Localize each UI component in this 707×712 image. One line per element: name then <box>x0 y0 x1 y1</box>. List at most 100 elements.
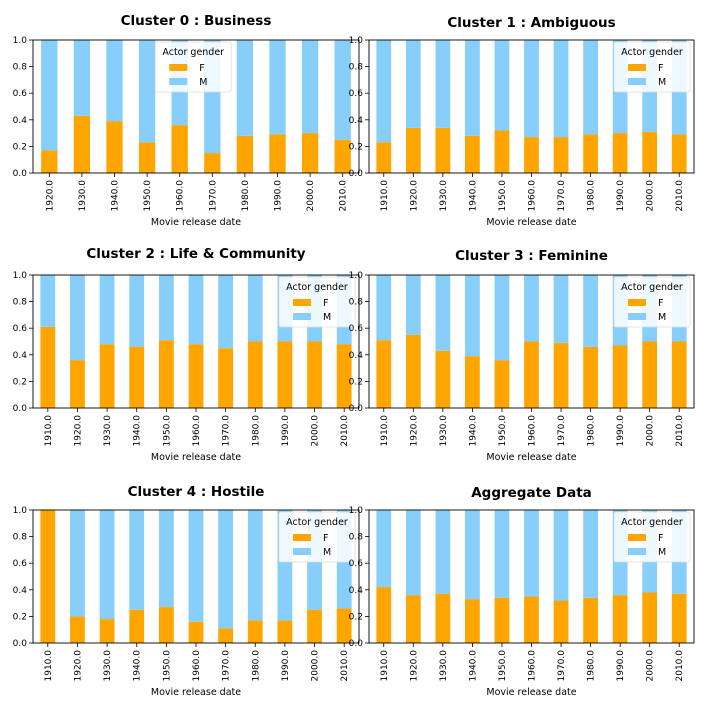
x-tick-label: 2010.0 <box>675 180 685 212</box>
bar-f-1950.0 <box>494 597 510 643</box>
bar-m-1950.0 <box>494 275 510 361</box>
x-tick-label: 1920.0 <box>409 180 419 212</box>
x-tick-label: 2000.0 <box>646 415 656 447</box>
bar-m-1910.0 <box>40 275 56 327</box>
legend: Actor gender FM <box>154 41 232 93</box>
bar-f-1970.0 <box>553 342 569 408</box>
legend: Actor gender FM <box>278 276 356 328</box>
x-tick-label: 1940.0 <box>468 650 478 682</box>
y-tick-label: 0.0 <box>349 404 364 414</box>
legend-label-M: M <box>323 312 331 323</box>
chart-panel-4: Cluster 4 : Hostile 1910.0 1920.0 1930.0 194… <box>13 484 360 698</box>
x-tick-label: 1960.0 <box>176 180 186 212</box>
bar-f-1980.0 <box>583 134 598 173</box>
x-tick-label: 1920.0 <box>45 180 55 212</box>
y-tick-label: 0.6 <box>13 559 28 569</box>
y-tick-label: 0.0 <box>349 169 364 179</box>
x-tick-label: 1960.0 <box>528 415 538 447</box>
bar-m-1980.0 <box>583 510 598 598</box>
bar-m-1920.0 <box>405 40 421 128</box>
legend-swatch-M <box>628 548 646 555</box>
x-tick-label: 1960.0 <box>528 180 538 212</box>
bar-f-2000.0 <box>307 609 322 643</box>
bar-f-1990.0 <box>269 134 286 173</box>
y-tick-label: 0.0 <box>13 169 28 179</box>
legend-label-F: F <box>199 63 204 74</box>
x-tick-label: 1950.0 <box>498 650 508 682</box>
chart-panel-5: Aggregate Data 1910.0 1920.0 1930.0 1940.0 19… <box>349 485 695 698</box>
bar-m-1970.0 <box>218 275 234 349</box>
x-tick-label: 1990.0 <box>274 180 284 212</box>
y-tick-label: 1.0 <box>13 271 28 281</box>
legend-swatch-F <box>293 299 311 306</box>
y-tick-label: 0.6 <box>13 324 28 334</box>
legend-swatch-F <box>169 64 188 71</box>
bar-m-1960.0 <box>524 275 539 342</box>
bar-f-1980.0 <box>236 135 254 173</box>
bar-f-1920.0 <box>405 127 421 173</box>
x-tick-label: 2000.0 <box>306 180 316 212</box>
legend-title: Actor gender <box>621 517 683 528</box>
y-tick-label: 0.8 <box>13 533 28 543</box>
bar-m-1930.0 <box>435 510 451 594</box>
x-axis-label: Movie release date <box>486 217 576 228</box>
x-tick-label: 2000.0 <box>646 180 656 212</box>
bar-m-1960.0 <box>188 275 204 345</box>
bar-f-1980.0 <box>247 341 263 408</box>
bar-f-2010.0 <box>671 593 687 643</box>
y-tick-label: 0.8 <box>13 298 28 308</box>
y-tick-label: 0.0 <box>13 404 28 414</box>
bar-m-1980.0 <box>247 275 263 342</box>
bar-f-1940.0 <box>106 121 123 173</box>
bar-f-1980.0 <box>583 346 598 408</box>
y-tick-label: 0.8 <box>349 63 364 73</box>
bar-f-1940.0 <box>129 609 145 643</box>
x-tick-label: 1960.0 <box>528 650 538 682</box>
x-tick-label: 1970.0 <box>557 415 567 447</box>
chart-panel-1: Cluster 1 : Ambiguous 1910.0 1920.0 1930.0 1… <box>349 15 695 228</box>
bar-m-1940.0 <box>465 275 480 357</box>
bar-f-1960.0 <box>171 125 188 173</box>
bar-f-1990.0 <box>612 345 628 408</box>
x-tick-label: 2010.0 <box>675 650 685 682</box>
legend-label-F: F <box>658 533 663 544</box>
legend-label-F: F <box>658 298 663 309</box>
x-tick-label: 1970.0 <box>222 415 232 447</box>
chart-panel-3: Cluster 3 : Feminine 1910.0 1920.0 1930.0 19… <box>349 248 695 463</box>
bar-f-2010.0 <box>334 139 351 173</box>
x-tick-label: 1930.0 <box>439 650 449 682</box>
bar-f-1970.0 <box>553 137 569 173</box>
bar-m-2000.0 <box>301 40 319 134</box>
x-tick-label: 1920.0 <box>409 650 419 682</box>
y-tick-label: 0.4 <box>13 586 28 596</box>
plot-frame <box>368 274 695 409</box>
bar-f-1950.0 <box>138 142 156 173</box>
bar-m-1950.0 <box>158 510 174 608</box>
legend-swatch-F <box>293 534 311 541</box>
chart-title: Cluster 3 : Feminine <box>455 248 608 264</box>
bar-f-1960.0 <box>524 137 539 173</box>
y-tick-label: 0.0 <box>349 639 364 649</box>
bar-m-1930.0 <box>99 510 115 620</box>
x-tick-label: 1910.0 <box>44 650 54 682</box>
y-tick-label: 0.0 <box>13 639 28 649</box>
x-tick-label: 1940.0 <box>133 415 143 447</box>
bar-f-1960.0 <box>524 596 539 643</box>
x-axis-label: Movie release date <box>486 687 576 698</box>
y-tick-label: 0.4 <box>349 351 364 361</box>
bar-f-1940.0 <box>465 135 480 173</box>
bar-f-1990.0 <box>612 133 628 173</box>
bar-f-1910.0 <box>376 340 392 408</box>
x-tick-label: 1990.0 <box>281 650 291 682</box>
plot-frame <box>32 39 360 174</box>
bar-m-1970.0 <box>553 40 569 138</box>
bar-f-2000.0 <box>307 341 322 408</box>
bar-m-1980.0 <box>247 510 263 621</box>
bar-f-1970.0 <box>553 600 569 643</box>
x-tick-label: 1940.0 <box>468 415 478 447</box>
y-tick-label: 0.4 <box>13 116 28 126</box>
bar-f-1930.0 <box>99 619 115 643</box>
plot-frame <box>368 39 695 174</box>
bar-m-1980.0 <box>583 40 598 135</box>
x-tick-label: 1920.0 <box>73 415 83 447</box>
